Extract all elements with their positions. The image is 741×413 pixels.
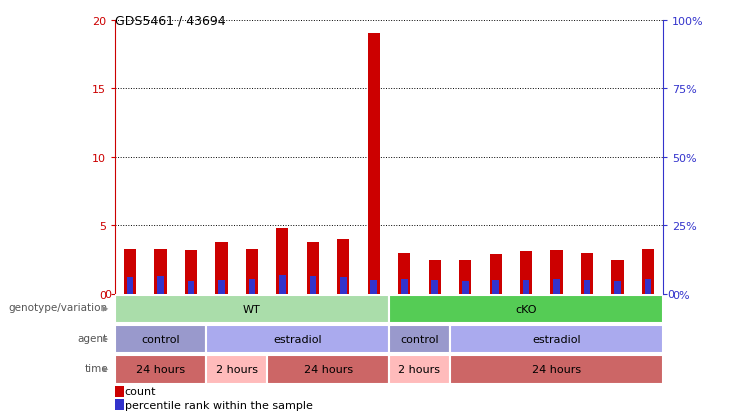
Bar <box>398 253 411 294</box>
Text: 24 hours: 24 hours <box>532 364 581 375</box>
Bar <box>206 355 268 384</box>
Bar <box>459 260 471 294</box>
Text: count: count <box>124 386 156 396</box>
Bar <box>185 250 197 294</box>
Text: control: control <box>400 334 439 344</box>
Text: GSM568947: GSM568947 <box>156 297 165 351</box>
Text: GSM568948: GSM568948 <box>187 297 196 351</box>
Bar <box>450 355 663 384</box>
Bar <box>522 280 530 294</box>
Bar <box>115 295 389 323</box>
Text: 24 hours: 24 hours <box>304 364 353 375</box>
Bar <box>370 280 377 294</box>
Bar <box>154 249 167 294</box>
Bar <box>187 282 194 294</box>
Bar <box>115 355 206 384</box>
Bar <box>115 325 206 354</box>
Bar <box>206 325 389 354</box>
Text: 2 hours: 2 hours <box>216 364 258 375</box>
Bar <box>124 249 136 294</box>
Bar <box>218 280 225 294</box>
Text: agent: agent <box>78 333 107 343</box>
Bar <box>246 249 258 294</box>
Text: time: time <box>84 363 107 373</box>
Bar <box>520 252 532 294</box>
Bar <box>450 325 663 354</box>
Text: GSM568949: GSM568949 <box>217 297 226 351</box>
Text: GDS5461 / 43694: GDS5461 / 43694 <box>115 14 225 27</box>
Text: estradiol: estradiol <box>273 334 322 344</box>
Bar <box>307 242 319 294</box>
Bar <box>614 282 621 294</box>
Bar <box>368 34 380 294</box>
Text: control: control <box>142 334 180 344</box>
Bar <box>115 386 124 396</box>
Text: 24 hours: 24 hours <box>136 364 185 375</box>
Text: estradiol: estradiol <box>532 334 581 344</box>
Bar <box>389 355 450 384</box>
Text: genotype/variation: genotype/variation <box>9 303 107 313</box>
Bar <box>611 260 624 294</box>
Bar <box>401 279 408 294</box>
Bar <box>428 260 441 294</box>
Bar <box>337 240 350 294</box>
Bar <box>492 280 499 294</box>
Text: GSM1301148: GSM1301148 <box>552 297 561 357</box>
Bar <box>551 250 562 294</box>
Text: GSM1301150: GSM1301150 <box>613 297 622 357</box>
Bar <box>645 279 651 294</box>
Text: GSM1301149: GSM1301149 <box>582 297 591 357</box>
Text: GSM1301143: GSM1301143 <box>399 297 409 357</box>
Text: 2 hours: 2 hours <box>399 364 440 375</box>
Text: GSM568950: GSM568950 <box>247 297 256 351</box>
Text: GSM568953: GSM568953 <box>339 297 348 351</box>
Bar <box>490 254 502 294</box>
Text: GSM568952: GSM568952 <box>308 297 317 351</box>
Text: GSM1301147: GSM1301147 <box>522 297 531 357</box>
Text: GSM1301146: GSM1301146 <box>491 297 500 357</box>
Bar <box>340 278 347 294</box>
Bar <box>248 279 256 294</box>
Text: GSM568954: GSM568954 <box>369 297 379 351</box>
Text: cKO: cKO <box>515 304 537 314</box>
Text: percentile rank within the sample: percentile rank within the sample <box>124 400 313 410</box>
Text: 0: 0 <box>667 289 674 299</box>
Text: GSM1301145: GSM1301145 <box>461 297 470 357</box>
Bar <box>389 295 663 323</box>
Text: GSM568951: GSM568951 <box>278 297 287 351</box>
Bar <box>389 325 450 354</box>
Bar <box>584 280 591 294</box>
Bar <box>276 228 288 294</box>
Bar <box>462 282 468 294</box>
Bar <box>279 275 286 294</box>
Bar <box>642 249 654 294</box>
Bar <box>127 278 133 294</box>
Text: GSM568946: GSM568946 <box>125 297 135 351</box>
Bar <box>581 253 593 294</box>
Text: WT: WT <box>243 304 261 314</box>
Bar <box>268 355 389 384</box>
Bar <box>216 242 227 294</box>
Bar <box>431 280 438 294</box>
Text: GSM1301151: GSM1301151 <box>643 297 653 357</box>
Bar <box>554 279 560 294</box>
Text: GSM1301144: GSM1301144 <box>431 297 439 357</box>
Bar <box>310 276 316 294</box>
Text: 0: 0 <box>104 289 111 299</box>
Bar <box>157 276 164 294</box>
Bar <box>115 399 124 410</box>
